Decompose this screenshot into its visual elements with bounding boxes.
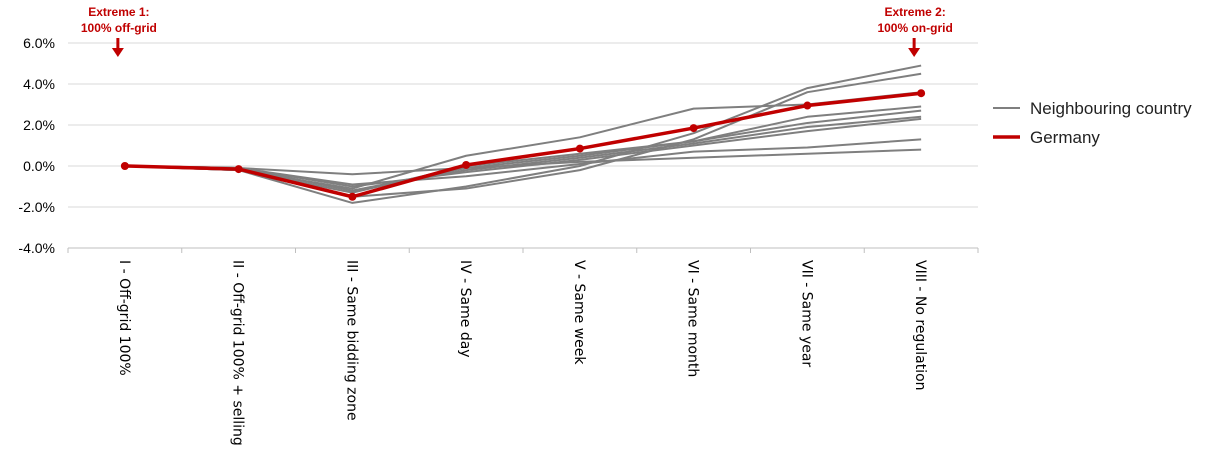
y-tick-label: 0.0%	[23, 158, 55, 174]
annotation-title: Extreme 2:	[884, 5, 945, 19]
germany-point	[575, 144, 584, 153]
y-tick-label: 2.0%	[23, 117, 55, 133]
x-tick-label: II - Off-grid 100% + selling	[230, 260, 246, 446]
annotation-subtitle: 100% off-grid	[81, 21, 157, 35]
germany-point	[803, 101, 812, 110]
germany-point	[462, 160, 471, 169]
germany-series-group	[120, 89, 926, 201]
y-tick-label: -2.0%	[18, 199, 55, 215]
x-tick-label: IV - Same day	[457, 260, 473, 358]
annotations: Extreme 1: 100% off-grid Extreme 2: 100% on…	[81, 5, 953, 57]
germany-point	[348, 192, 357, 201]
neighbour-country-line	[124, 105, 922, 192]
x-tick-label: V - Same week	[571, 260, 587, 365]
neighbour-country-line	[124, 148, 922, 176]
germany-point	[234, 165, 243, 174]
x-tick-label: VII - Same year	[798, 260, 814, 367]
neighbour-country-line	[124, 64, 922, 204]
x-tick-label: III - Same bidding zone	[343, 260, 359, 421]
neighbour-series-group	[124, 64, 922, 204]
y-tick-label: 6.0%	[23, 35, 55, 51]
germany-point	[917, 89, 926, 98]
x-tick-label: VI - Same month	[685, 260, 701, 377]
x-tick-label: VIII - No regulation	[912, 260, 928, 391]
annotation-arrow-head	[908, 48, 921, 57]
legend: Neighbouring country Germany	[993, 99, 1192, 147]
germany-line	[124, 91, 922, 199]
x-axis	[67, 247, 979, 253]
neighbour-country-line	[124, 72, 922, 198]
annotation-subtitle: 100% on-grid	[877, 21, 952, 35]
legend-label: Neighbouring country	[1030, 99, 1192, 118]
y-axis-ticks: 6.0% 4.0% 2.0% 0.0% -2.0% -4.0%	[18, 35, 55, 256]
legend-label: Germany	[1030, 128, 1100, 147]
x-axis-ticks: I - Off-grid 100% II - Off-grid 100% + se…	[116, 260, 928, 446]
germany-point	[689, 124, 698, 133]
y-tick-label: 4.0%	[23, 76, 55, 92]
x-tick-label: I - Off-grid 100%	[116, 260, 132, 376]
annotation-arrow-head	[111, 48, 124, 57]
neighbour-country-line	[124, 109, 922, 194]
annotation-title: Extreme 1:	[88, 5, 149, 19]
y-tick-label: -4.0%	[18, 240, 55, 256]
germany-point	[120, 162, 129, 170]
